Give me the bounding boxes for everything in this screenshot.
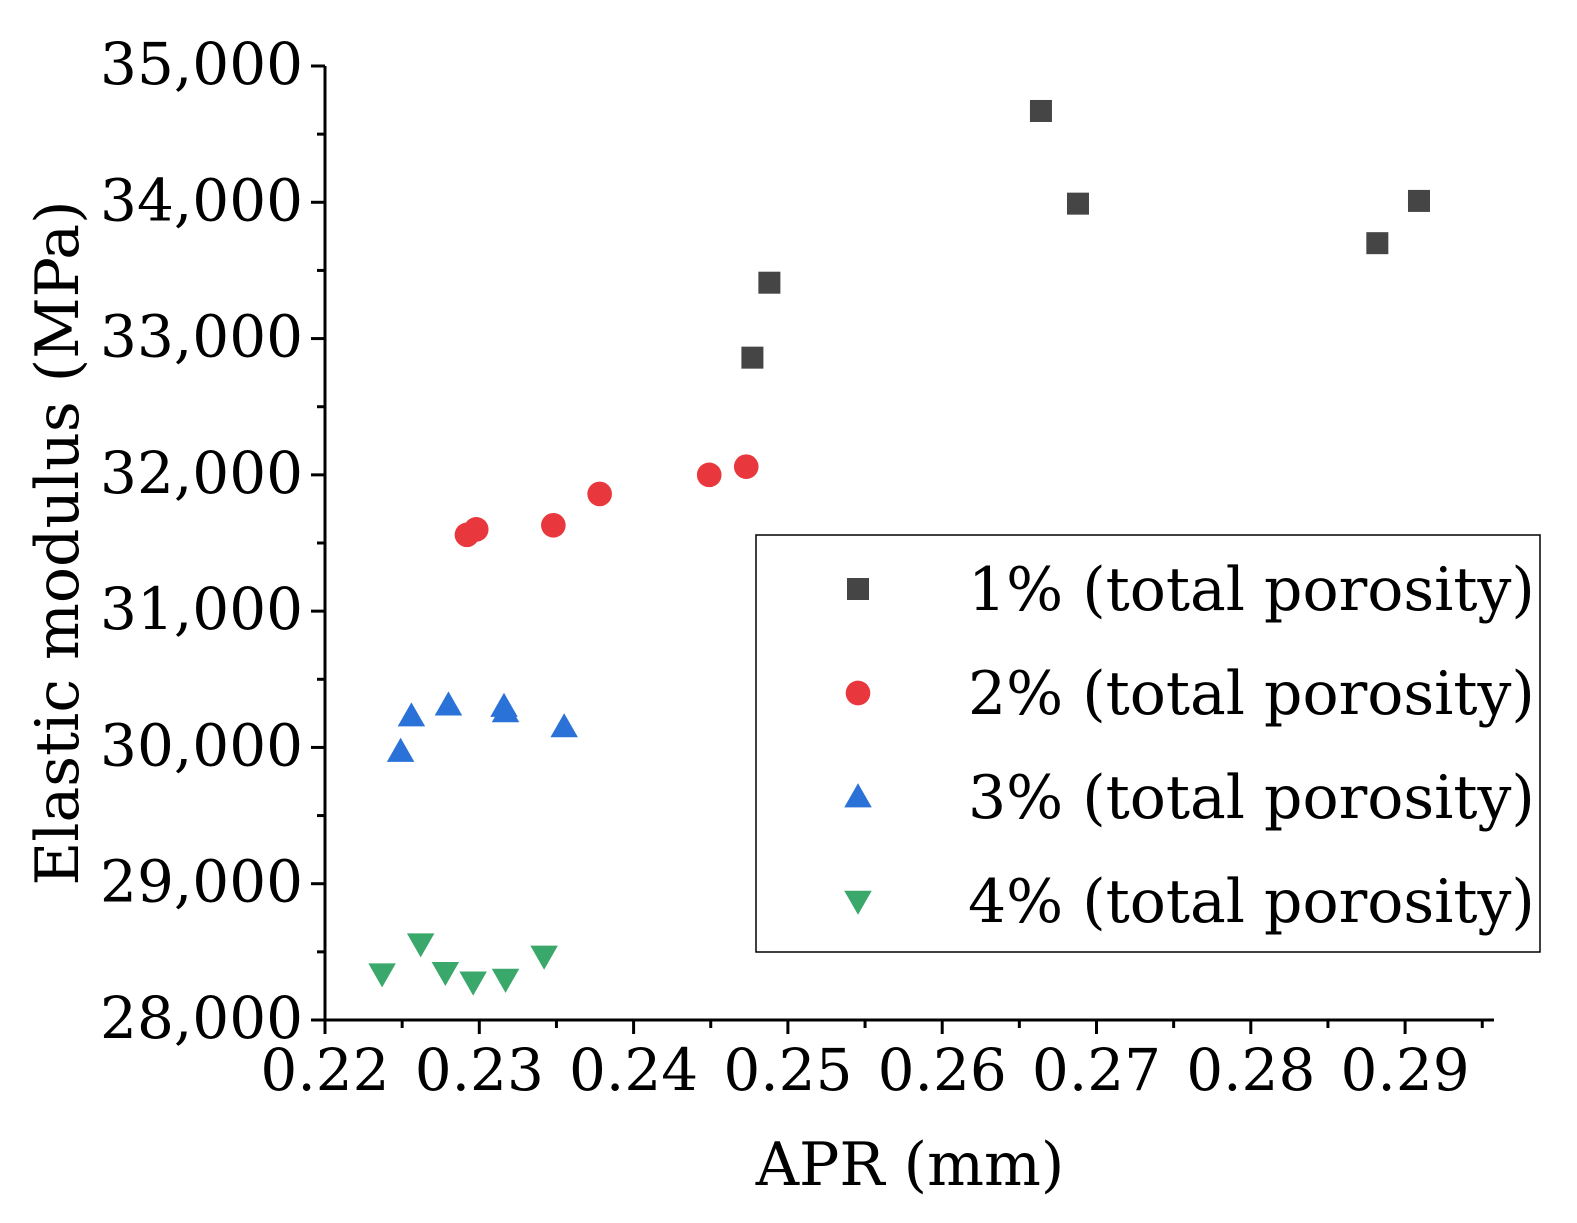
series-1-point: [1029, 99, 1052, 122]
legend-marker-2: [845, 680, 871, 706]
x-tick-label: 0.28: [1186, 1036, 1315, 1104]
x-tick-label: 0.26: [878, 1036, 1007, 1104]
y-tick-label: 29,000: [100, 848, 303, 916]
series-3-point: [550, 713, 578, 738]
legend: 1% (total porosity) 2% (total porosity) 3%…: [755, 534, 1541, 953]
series-1-point: [758, 271, 781, 294]
y-axis-ticks: 28,000 29,000 30,000 31,000 32,000 33,000 34,0…: [100, 30, 325, 1052]
legend-label-2: 2% (total porosity): [968, 659, 1535, 729]
series-3-point: [434, 691, 463, 716]
x-tick-label: 0.25: [723, 1036, 852, 1104]
y-axis-title: Elastic modulus (MPa): [23, 201, 93, 886]
legend-marker-4: [844, 890, 872, 915]
x-tick-label: 0.27: [1032, 1036, 1161, 1104]
x-tick-label: 0.23: [415, 1036, 544, 1104]
plot-axes: [323, 66, 1494, 1022]
data-points: [368, 99, 1430, 996]
series-1-point: [741, 346, 764, 369]
series-1-point: [1407, 189, 1430, 212]
legend-marker-1: [847, 578, 869, 600]
series-3-point: [386, 737, 415, 762]
y-tick-label: 32,000: [100, 439, 303, 507]
series-4-point: [459, 971, 487, 996]
legend-label-3: 3% (total porosity): [968, 763, 1535, 833]
series-4-point: [368, 963, 396, 988]
x-tick-label: 0.29: [1341, 1036, 1470, 1104]
series-2-point: [733, 454, 759, 479]
y-tick-label: 33,000: [100, 303, 303, 371]
legend-box: [755, 534, 1541, 953]
legend-label-4: 4% (total porosity): [968, 867, 1535, 937]
series-2-point: [696, 462, 722, 488]
y-tick-label: 28,000: [100, 984, 303, 1052]
legend-marker-3: [844, 783, 872, 808]
series-1-point: [1066, 192, 1089, 215]
series-4-point: [406, 933, 435, 958]
x-axis-title: APR (mm): [755, 1130, 1065, 1200]
x-axis-ticks: 0.22 0.23 0.24 0.25 0.26 0.27 0.28 0.29: [260, 1020, 1484, 1104]
series-3-point: [491, 698, 520, 723]
series-4-point: [530, 945, 558, 970]
x-tick-label: 0.22: [260, 1036, 389, 1104]
y-tick-label: 35,000: [100, 30, 303, 98]
series-3-point: [397, 702, 426, 727]
series-4-point: [431, 961, 460, 987]
series-4-point: [491, 968, 520, 993]
series-2-point: [463, 517, 489, 542]
y-tick-label: 34,000: [100, 166, 303, 234]
legend-label-1: 1% (total porosity): [968, 555, 1535, 625]
series-2-point: [587, 481, 612, 507]
x-tick-label: 0.24: [569, 1036, 698, 1104]
y-tick-label: 30,000: [100, 711, 303, 779]
series-2-point: [541, 512, 566, 538]
y-tick-label: 31,000: [100, 575, 303, 643]
series-1-point: [1366, 232, 1389, 255]
